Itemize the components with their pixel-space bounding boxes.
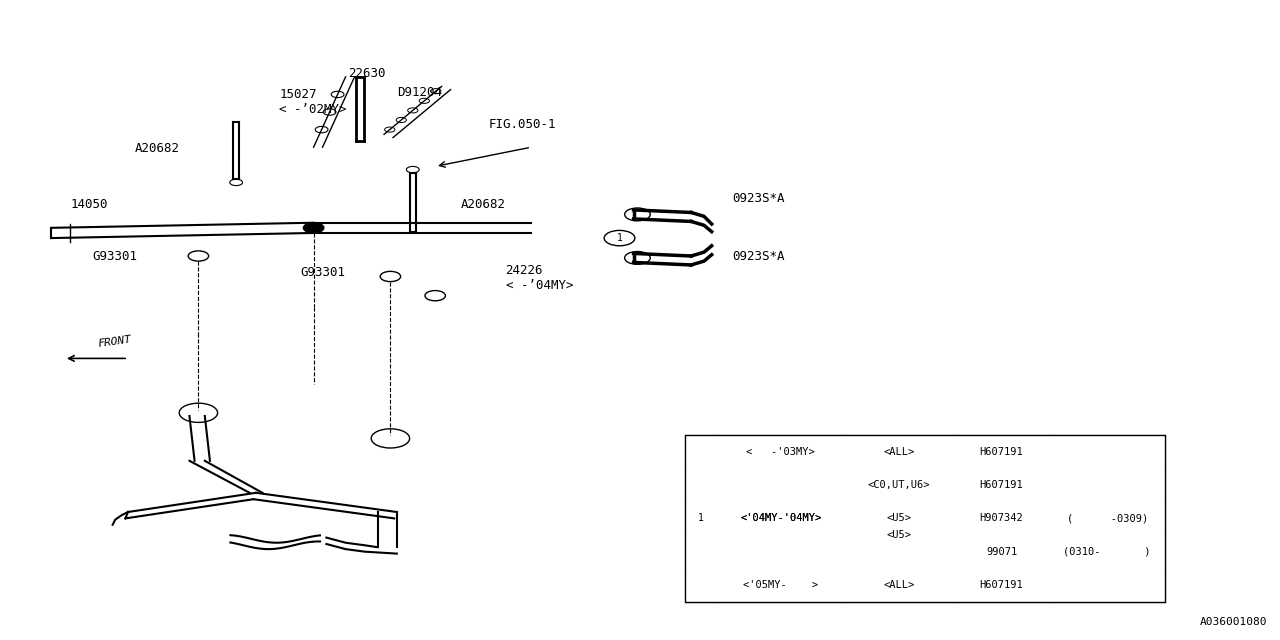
Text: 99071: 99071: [986, 547, 1018, 557]
Text: 1: 1: [698, 513, 704, 524]
Text: <U5>: <U5>: [887, 530, 911, 540]
Text: <   -'03MY>: < -'03MY>: [746, 447, 815, 457]
Text: G93301: G93301: [92, 250, 137, 262]
Text: FIG.050-1: FIG.050-1: [489, 118, 557, 131]
Text: 14050: 14050: [70, 198, 108, 211]
Text: 24226
< -’04MY>: 24226 < -’04MY>: [506, 264, 573, 292]
Text: A20682: A20682: [461, 198, 506, 211]
Text: <ALL>: <ALL>: [883, 447, 915, 457]
Text: <C0,UT,U6>: <C0,UT,U6>: [868, 480, 931, 490]
Text: <ALL>: <ALL>: [883, 580, 915, 590]
Text: 15027
< -’02MY>: 15027 < -’02MY>: [279, 88, 347, 116]
Text: H607191: H607191: [979, 480, 1024, 490]
Text: 22630: 22630: [348, 67, 385, 80]
Text: <'04MY-'04MY>: <'04MY-'04MY>: [740, 513, 822, 524]
Text: 1: 1: [617, 233, 622, 243]
Text: H907342: H907342: [979, 513, 1024, 524]
Text: 0923S*A: 0923S*A: [732, 250, 785, 262]
Text: H607191: H607191: [979, 447, 1024, 457]
Text: G93301: G93301: [301, 266, 346, 278]
Text: H607191: H607191: [979, 580, 1024, 590]
Text: A20682: A20682: [134, 142, 179, 155]
Text: <'05MY-    >: <'05MY- >: [744, 580, 818, 590]
Circle shape: [303, 223, 324, 233]
Text: (      -0309): ( -0309): [1066, 513, 1148, 524]
Text: <U5>: <U5>: [887, 513, 911, 524]
Text: (0310-       ): (0310- ): [1064, 547, 1151, 557]
Text: <'04MY-'04MY>: <'04MY-'04MY>: [740, 513, 822, 524]
Text: A036001080: A036001080: [1199, 617, 1267, 627]
Text: 0923S*A: 0923S*A: [732, 192, 785, 205]
Text: D91204: D91204: [397, 86, 442, 99]
Text: FRONT: FRONT: [97, 334, 133, 349]
Bar: [685, 435, 1165, 602]
